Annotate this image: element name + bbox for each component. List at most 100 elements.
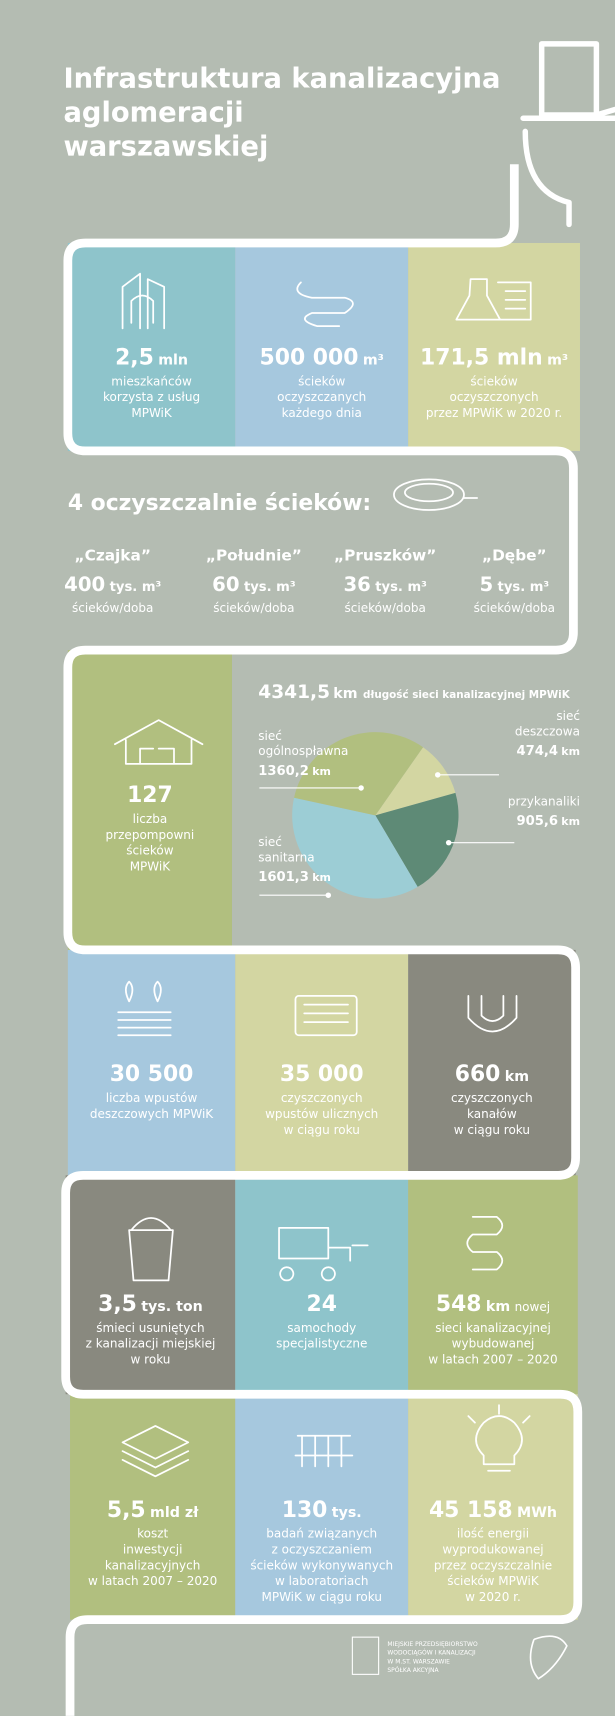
tile	[408, 1175, 578, 1395]
tile-value: 35 000	[280, 1062, 364, 1087]
tile-value: 30 500	[110, 1062, 194, 1087]
tile-desc: MPWiK	[131, 406, 173, 420]
tile-desc: w laboratoriach	[275, 1574, 369, 1588]
tile-value: 548 km nowej	[436, 1292, 550, 1317]
slice-name: sanitarna	[258, 850, 314, 864]
value: 400	[64, 573, 105, 596]
plant-name: „Pruszków”	[334, 546, 436, 564]
unit: km	[505, 1069, 529, 1085]
tile	[67, 243, 236, 451]
slice-value: 474,4 km	[517, 744, 580, 759]
tile-desc: deszczowych MPWiK	[90, 1107, 214, 1121]
value: 36	[343, 573, 370, 596]
tile	[235, 243, 409, 451]
plant-value: 60 tys. m³	[212, 573, 296, 596]
pie-slice	[292, 797, 418, 899]
value: 1601,3	[258, 870, 309, 885]
plant-desc: ścieków/doba	[72, 601, 153, 615]
pie-slice	[375, 747, 456, 816]
pie-slice	[294, 732, 424, 816]
value: 5	[479, 573, 493, 596]
value: 127	[127, 783, 173, 808]
unit: tys. m³	[375, 580, 427, 595]
tile-desc: wyprodukowanej	[442, 1542, 543, 1556]
logo-text: WODOCIĄGÓW I KANALIZACJI	[387, 1650, 476, 1657]
plant-desc: ścieków/doba	[474, 601, 555, 615]
slice-name: deszczowa	[515, 724, 580, 738]
tile-desc: w latach 2007 – 2020	[88, 1574, 217, 1588]
tile-desc: badań związanych	[266, 1527, 377, 1541]
tile-desc: z kanalizacji miejskiej	[86, 1337, 216, 1351]
value: 905,6	[517, 814, 559, 829]
tile-desc: ścieków	[126, 844, 173, 858]
tile-desc: w ciągu roku	[454, 1123, 530, 1137]
tile-value: 2,5 mln	[115, 345, 188, 370]
tile-value: 660 km	[455, 1062, 529, 1087]
pie-slice	[375, 792, 459, 887]
tiles	[65, 243, 580, 1620]
value: 35 000	[280, 1062, 364, 1087]
plant-value: 400 tys. m³	[64, 573, 161, 596]
plant-value: 5 tys. m³	[479, 573, 549, 596]
value: 5,5	[107, 1498, 146, 1523]
unit: m³	[547, 352, 568, 368]
tile-desc: śmieci usuniętych	[96, 1321, 204, 1335]
tile-desc: kanalizacyjnych	[105, 1558, 200, 1572]
plant-name: „Południe”	[206, 546, 302, 564]
tile-desc: samochody	[287, 1321, 356, 1335]
tile-desc: specjalistyczne	[276, 1337, 367, 1351]
value: 3,5	[98, 1292, 137, 1317]
tile	[235, 1394, 409, 1620]
tile-value: 3,5 tys. ton	[98, 1292, 203, 1317]
network-total: 4341,5 km długość sieci kanalizacyjnej MPW…	[258, 682, 570, 703]
unit: m³	[363, 352, 384, 368]
slice-name: sieć	[258, 729, 282, 743]
unit: km	[561, 745, 580, 758]
value: 130	[282, 1498, 328, 1523]
plant-name: „Dębe”	[482, 546, 547, 564]
tile-desc: MPWiK w ciągu roku	[261, 1590, 382, 1604]
tile	[67, 650, 232, 950]
tile-desc: w ciągu roku	[284, 1123, 360, 1137]
tile	[235, 949, 409, 1176]
slice-name: sieć	[258, 835, 282, 849]
tile	[408, 949, 576, 1176]
slice-name: sieć	[556, 709, 580, 723]
tile-desc: ilość energii	[457, 1527, 529, 1541]
tile-value: 24	[306, 1292, 336, 1317]
title-line: aglomeracji	[63, 98, 243, 129]
tile-desc: w roku	[131, 1353, 171, 1367]
tile-value: 130 tys.	[282, 1498, 362, 1523]
tile-desc: liczba	[133, 812, 168, 826]
suffix: nowej	[515, 1300, 551, 1314]
tile-desc: przepompowni	[106, 828, 195, 842]
logo-text: SPÓŁKA AKCYJNA	[387, 1667, 439, 1674]
title-line: warszawskiej	[63, 131, 268, 162]
unit: mld zł	[150, 1505, 199, 1521]
tile-desc: sieci kanalizacyjnej	[435, 1321, 551, 1335]
value: 4341,5	[258, 682, 330, 703]
slice-value: 1360,2 km	[258, 764, 331, 779]
slice-name: ogólnospławna	[258, 744, 348, 758]
value: 24	[306, 1292, 336, 1317]
unit: km	[312, 765, 331, 778]
tile-desc: w latach 2007 – 2020	[428, 1353, 557, 1367]
plant-name: „Czajka”	[75, 546, 151, 564]
leader-dot	[445, 839, 452, 846]
tile-value: 127	[127, 783, 173, 808]
tile-desc: koszt	[137, 1527, 168, 1541]
tile-desc: każdego dnia	[282, 406, 362, 420]
leader-dot	[434, 772, 441, 778]
tile-value: 5,5 mld zł	[107, 1498, 199, 1523]
unit: km	[333, 686, 357, 702]
tile-desc: MPWiK	[130, 860, 172, 874]
tile	[408, 1394, 578, 1620]
tile-desc: ścieków	[470, 374, 517, 388]
value: 1360,2	[258, 764, 309, 779]
unit: tys. ton	[141, 1299, 203, 1315]
value: 548	[436, 1292, 482, 1317]
icons	[114, 272, 532, 1478]
title-line: Infrastruktura kanalizacyjna	[63, 64, 500, 95]
value: 171,5 mln	[420, 345, 543, 370]
